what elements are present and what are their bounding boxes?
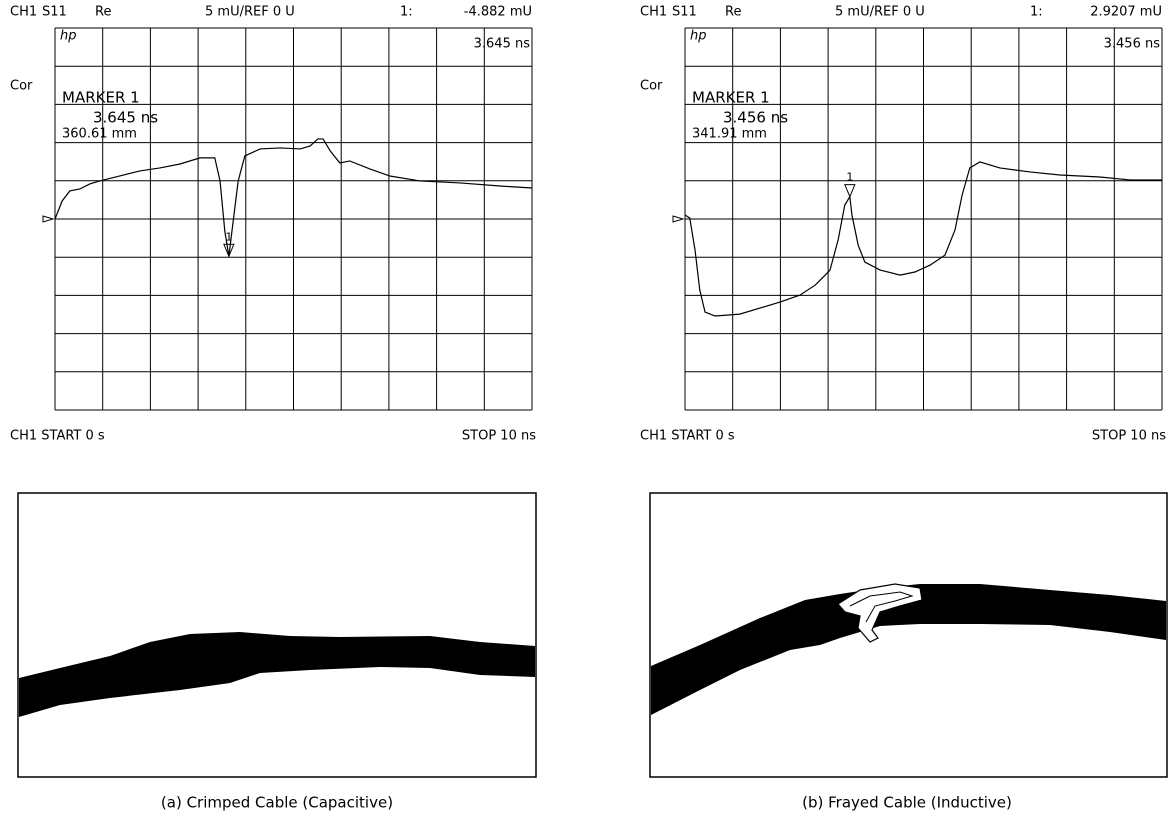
cable-illustration xyxy=(17,492,537,778)
marker xyxy=(844,184,856,198)
marker-value: 2.9207 mU xyxy=(1090,5,1162,20)
caption: (b) Frayed Cable (Inductive) xyxy=(802,794,1012,812)
parameter: S11 xyxy=(672,5,697,20)
stop: STOP 10 ns xyxy=(462,429,536,444)
marker-value: -4.882 mU xyxy=(464,5,532,20)
format: Re xyxy=(95,5,111,20)
trace xyxy=(54,138,533,257)
scale: 5 mU/REF 0 U xyxy=(835,5,925,20)
stop: STOP 10 ns xyxy=(1092,429,1166,444)
marker xyxy=(223,243,235,258)
caption: (a) Crimped Cable (Capacitive) xyxy=(161,794,393,812)
marker-time: 3.645 ns xyxy=(474,37,531,52)
trace xyxy=(684,161,1162,317)
marker-x-label: 3.645 ns xyxy=(93,109,158,127)
marker-readout: 1: xyxy=(400,5,413,20)
channel: CH1 xyxy=(10,5,37,20)
marker-readout: 1: xyxy=(1030,5,1043,20)
start: CH1 START 0 s xyxy=(10,429,105,444)
cable-illustration xyxy=(649,492,1168,778)
marker-distance: 341.91 mm xyxy=(692,127,767,142)
marker-label: 1 xyxy=(225,230,232,243)
marker-x-label: 3.456 ns xyxy=(723,109,788,127)
correction: Cor xyxy=(10,79,33,94)
correction: Cor xyxy=(640,79,663,94)
logo: hp xyxy=(690,29,707,44)
marker-distance: 360.61 mm xyxy=(62,127,137,142)
logo: hp xyxy=(60,29,77,44)
channel: CH1 xyxy=(640,5,667,20)
format: Re xyxy=(725,5,741,20)
marker-title: MARKER 1 xyxy=(62,89,140,107)
scale: 5 mU/REF 0 U xyxy=(205,5,295,20)
start: CH1 START 0 s xyxy=(640,429,735,444)
marker-time: 3.456 ns xyxy=(1104,37,1161,52)
reference-arrow xyxy=(672,215,685,223)
marker-label: 1 xyxy=(846,171,853,184)
reference-arrow xyxy=(42,215,55,223)
parameter: S11 xyxy=(42,5,67,20)
marker-title: MARKER 1 xyxy=(692,89,770,107)
